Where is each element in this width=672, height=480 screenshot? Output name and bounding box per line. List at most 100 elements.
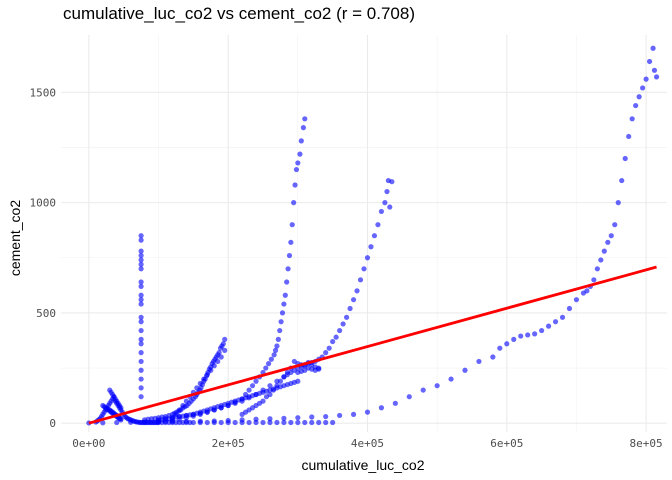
data-point [295,419,301,426]
data-point [138,261,144,267]
data-point [217,345,224,351]
data-point [347,305,353,312]
data-point [263,394,270,400]
data-point [651,67,658,73]
x-axis-label: cumulative_luc_co2 [302,457,425,473]
data-point [330,338,336,345]
data-point [545,323,552,329]
data-point [286,252,293,259]
data-point [340,321,346,327]
data-point [260,419,266,426]
data-point [279,310,286,316]
data-point [222,336,228,342]
data-point [118,417,124,423]
data-point [361,266,367,272]
data-point [190,419,196,426]
data-point [138,252,144,259]
data-point [265,361,272,367]
chart-title: cumulative_luc_co2 vs cement_co2 (r = 0.… [63,4,415,23]
data-point [525,332,531,338]
data-point [622,155,628,162]
data-point [274,419,280,426]
data-point [552,319,559,325]
data-point [268,356,274,362]
data-point [594,266,600,272]
data-point [201,376,207,382]
data-point [138,297,144,303]
data-point [633,102,639,109]
data-point [378,405,385,411]
data-point [284,279,290,285]
data-point [389,179,395,185]
data-point [643,76,649,82]
data-point [138,385,144,391]
data-point [295,160,301,166]
data-point [281,419,287,426]
y-tick-label: 0 [49,417,56,430]
data-point [277,378,284,384]
data-point [211,419,217,426]
data-point [211,363,217,369]
data-point [337,327,343,334]
data-point [298,138,304,144]
data-point [138,257,144,263]
data-point [138,283,144,290]
data-point [354,288,360,294]
data-point [138,376,144,382]
data-point [650,45,656,51]
data-point [288,419,294,426]
data-point [316,366,322,372]
data-point [612,222,618,228]
x-tick-label: 0e+00 [72,437,105,450]
data-point [295,415,301,421]
data-point [138,248,144,254]
data-point [275,336,281,342]
data-point [420,387,426,393]
data-point [382,200,388,206]
data-point [215,358,221,365]
data-point [580,290,587,296]
data-point [640,85,646,91]
x-tick-label: 6e+05 [490,437,523,450]
data-point [180,402,186,409]
data-point [138,358,144,365]
data-point [323,413,329,420]
data-point [608,233,614,239]
data-point [197,419,203,426]
data-point [357,277,364,283]
data-point [566,305,573,312]
data-point [490,354,496,360]
data-point [284,369,290,376]
data-point [274,343,280,349]
data-point [138,314,144,320]
data-point [197,380,203,387]
data-point [323,350,329,356]
minor-grid [61,35,667,432]
data-point [100,420,106,426]
major-grid [61,35,667,432]
data-point [378,208,385,215]
data-point [138,266,144,272]
data-point [285,266,291,272]
data-point [204,419,210,426]
data-point [138,327,144,334]
data-point [281,374,287,380]
data-point [476,358,482,365]
data-point [232,419,238,426]
data-point [406,394,412,400]
data-point [138,237,144,243]
data-point [350,411,357,417]
data-point [448,376,454,382]
data-point [281,415,287,421]
data-point [387,204,393,210]
data-point [434,383,440,389]
data-point [293,166,300,173]
data-point [267,383,273,389]
data-point [497,345,503,351]
data-point [371,233,378,239]
data-point [239,419,245,426]
data-point [375,222,381,228]
data-point [384,188,390,195]
data-point [267,419,273,426]
data-point [598,257,604,263]
